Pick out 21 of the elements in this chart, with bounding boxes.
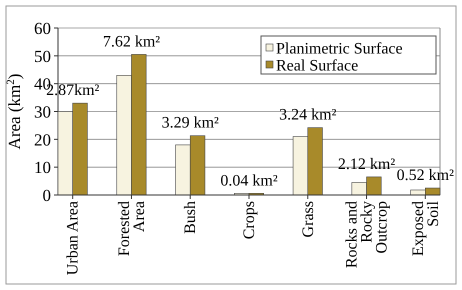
annotation: 7.62 km² bbox=[102, 33, 160, 50]
legend-label: Real Surface bbox=[276, 58, 358, 75]
y-tick-label: 60 bbox=[34, 18, 51, 38]
y-tick-label: 20 bbox=[34, 130, 51, 150]
x-tick-label: Forested Area bbox=[116, 201, 148, 256]
x-tick-label: Urban Area bbox=[64, 201, 82, 276]
y-tick-label: 10 bbox=[34, 158, 51, 178]
x-tick-label: Grass bbox=[300, 201, 317, 238]
annotation: 0.04 km² bbox=[220, 172, 278, 190]
y-tick-label: 50 bbox=[34, 46, 51, 66]
y-tick-label: 30 bbox=[34, 102, 51, 122]
x-tick-label: Exposed Soil bbox=[410, 200, 442, 256]
legend-label: Planimetric Surface bbox=[276, 40, 403, 58]
annotation: 3.24 km² bbox=[279, 106, 337, 124]
x-tick-label: Crops bbox=[241, 201, 258, 240]
x-tick-label: Bush bbox=[182, 201, 200, 234]
annotation: 0.52 km² bbox=[396, 167, 454, 184]
x-tick-label: Rocks and Rocky Outcrop bbox=[344, 201, 391, 268]
y-tick-label: 0 bbox=[42, 186, 51, 205]
annotation: 3.29 km² bbox=[162, 114, 220, 132]
annotation: 2.12 km² bbox=[338, 156, 396, 173]
